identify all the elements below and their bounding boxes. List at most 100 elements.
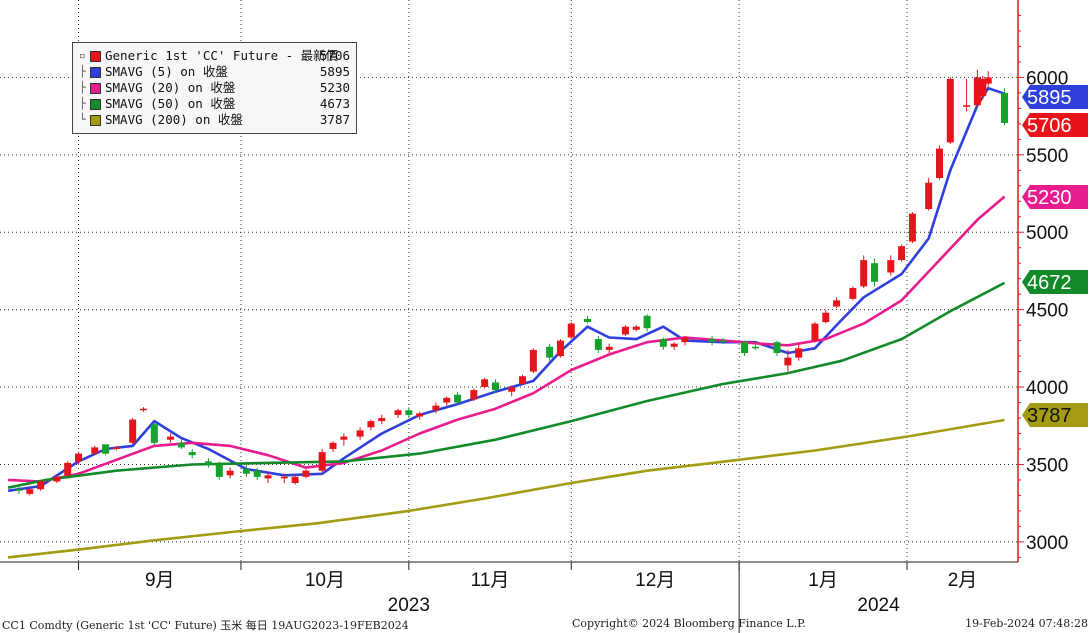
legend-label: SMAVG (5) on 收盤 xyxy=(105,64,228,79)
value-tag-label: 5230 xyxy=(1027,187,1072,209)
candle-body xyxy=(556,340,564,357)
candle-body xyxy=(584,318,592,323)
x-tick-label: 9月 xyxy=(145,570,175,591)
candle-body xyxy=(129,419,137,443)
candle-body xyxy=(670,343,678,347)
candle-body xyxy=(112,447,120,449)
candle-body xyxy=(708,339,716,343)
value-tag: 4672 xyxy=(1022,270,1088,294)
candle-body xyxy=(443,397,451,403)
candle-body xyxy=(340,436,348,440)
candle-body xyxy=(594,339,602,350)
candle-body xyxy=(860,260,868,287)
y-tick-label: 3000 xyxy=(1026,533,1068,554)
legend-label: Generic 1st 'CC' Future - 最新價 xyxy=(105,48,339,63)
legend-swatch xyxy=(90,99,101,110)
candle-body xyxy=(91,447,99,454)
footer-security: CC1 Comdty (Generic 1st 'CC' Future) 玉米 … xyxy=(2,619,409,632)
legend-swatch xyxy=(90,51,101,62)
footer-timestamp: 19-Feb-2024 07:48:28 xyxy=(965,617,1088,630)
x-year-label: 2024 xyxy=(857,595,900,616)
y-tick-label: 4000 xyxy=(1026,378,1068,399)
candle-body xyxy=(659,339,667,347)
value-tag-box xyxy=(1022,403,1088,427)
legend-item-smavg-20: ├ SMAVG (20) on 收盤 5230 xyxy=(79,80,350,95)
candle-body xyxy=(908,213,916,242)
candle-body xyxy=(773,342,781,353)
candle-body xyxy=(318,452,326,471)
legend-item-smavg-50: ├ SMAVG (50) on 收盤 4673 xyxy=(79,96,350,111)
candle-body xyxy=(291,476,299,484)
legend-value: 3787 xyxy=(319,112,350,127)
value-tag: 3787 xyxy=(1022,403,1088,427)
value-tag-box xyxy=(1022,113,1088,137)
candle-body xyxy=(15,489,23,491)
candle-body xyxy=(264,475,272,479)
footer-copyright: Copyright© 2024 Bloomberg Finance L.P. xyxy=(572,617,806,630)
candle-body xyxy=(621,326,629,335)
y-tick-label: 5500 xyxy=(1026,146,1068,167)
legend-swatch xyxy=(90,67,101,78)
x-tick-label: 2月 xyxy=(948,570,978,591)
candle-body xyxy=(37,481,45,490)
value-tag: 5706 xyxy=(1022,113,1088,137)
candle-body xyxy=(280,476,288,479)
candle-body xyxy=(887,260,895,273)
legend-label: SMAVG (20) on 收盤 xyxy=(105,80,236,95)
value-tag-label: 4672 xyxy=(1027,272,1072,294)
legend: ▫ Generic 1st 'CC' Future - 最新價 5706 ├ S… xyxy=(72,42,357,134)
candle-body xyxy=(367,421,375,428)
y-tick-label: 3500 xyxy=(1026,455,1068,476)
legend-value: 5895 xyxy=(319,64,350,79)
candle-body xyxy=(177,442,185,448)
candle-body xyxy=(519,376,527,384)
candle-body xyxy=(491,382,499,391)
candle-body xyxy=(849,287,857,299)
candle-body xyxy=(546,346,554,358)
candle-body xyxy=(973,77,981,106)
series-line-smavg-20- xyxy=(8,195,1006,483)
candle-body xyxy=(751,346,759,349)
candle-body xyxy=(946,78,954,143)
candle-body xyxy=(871,263,879,282)
value-tag: 5895 xyxy=(1022,85,1088,109)
grid xyxy=(0,0,1018,562)
legend-item-price: ▫ Generic 1st 'CC' Future - 最新價 5706 xyxy=(79,48,350,63)
value-tag-label: 5706 xyxy=(1027,115,1072,137)
legend-item-smavg-200: └ SMAVG (200) on 收盤 3787 xyxy=(79,112,350,127)
legend-value: 5706 xyxy=(319,48,350,63)
candle-body xyxy=(242,469,250,474)
candle-body xyxy=(356,430,364,437)
series-line-smavg-50- xyxy=(7,281,1006,489)
candle-body xyxy=(405,410,413,415)
candle-body xyxy=(898,246,906,261)
value-tag-box xyxy=(1022,270,1088,294)
value-tag-box xyxy=(1022,85,1088,109)
legend-value: 5230 xyxy=(319,80,350,95)
x-tick-label: 10月 xyxy=(305,570,345,591)
candle-body xyxy=(795,348,803,358)
candle-body xyxy=(605,346,613,350)
legend-swatch xyxy=(90,115,101,126)
candle-body xyxy=(329,442,337,449)
candle-body xyxy=(416,413,424,417)
candle-body xyxy=(984,77,992,84)
candle-body xyxy=(102,444,110,454)
candle-body xyxy=(253,470,261,477)
legend-label: SMAVG (200) on 收盤 xyxy=(105,112,243,127)
candle-body xyxy=(188,452,196,456)
value-tag-box xyxy=(1022,185,1088,209)
candle-body xyxy=(75,453,83,462)
candle-body xyxy=(139,408,147,411)
legend-swatch xyxy=(90,83,101,94)
candle-body xyxy=(167,436,175,440)
legend-label: SMAVG (50) on 收盤 xyxy=(105,96,236,111)
candle-body xyxy=(432,405,440,411)
candle-body xyxy=(394,410,402,415)
candle-body xyxy=(215,464,223,477)
candle-body xyxy=(26,489,34,494)
candle-body xyxy=(935,148,943,179)
candle-body xyxy=(508,387,516,392)
legend-value: 4673 xyxy=(319,96,350,111)
